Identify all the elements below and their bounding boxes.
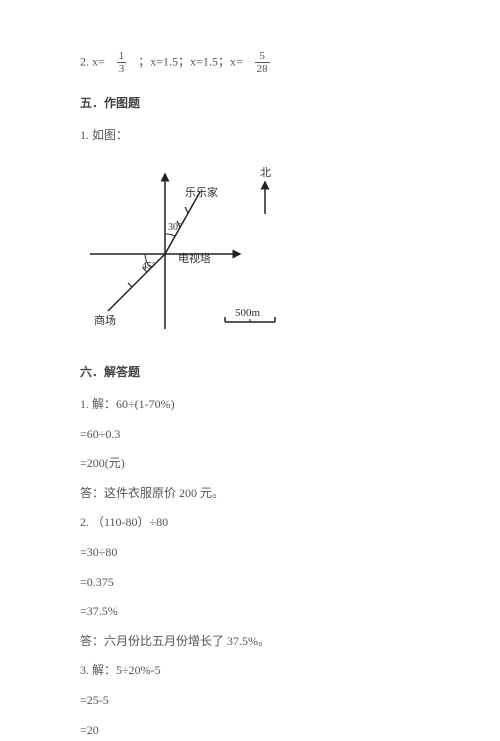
answer-line: =0.375: [80, 572, 420, 594]
answer-line: 答：这件衣服原价 200 元。: [80, 483, 420, 505]
q2-prefix: 2. x=: [80, 54, 105, 68]
answer-line: =30÷80: [80, 542, 420, 564]
question-2: 2. x= 1 3 ；x=1.5；x=1.5；x= 5 28: [80, 50, 420, 75]
label-north: 北: [260, 164, 271, 184]
label-45: 45°: [142, 258, 156, 276]
fraction-2: 5 28: [255, 50, 270, 75]
answer-line: =60÷0.3: [80, 424, 420, 446]
section-6-title: 六．解答题: [80, 362, 420, 384]
answer-line: 答：六月份比五月份增长了 37.5%。: [80, 631, 420, 653]
label-30: 30°: [168, 219, 182, 237]
answer-line: 2. （110-80）÷80: [80, 512, 420, 534]
label-mall: 商场: [94, 312, 116, 332]
answer-line: =20: [80, 720, 420, 741]
section-5-title: 五．作图题: [80, 93, 420, 115]
label-tv-tower: 电视塔: [178, 250, 211, 270]
answer-line: 1. 解：60÷(1-70%): [80, 394, 420, 416]
answer-line: =200(元): [80, 453, 420, 475]
answer-line: 3. 解：5÷20%-5: [80, 660, 420, 682]
label-lelejia: 乐乐家: [185, 184, 218, 204]
answer-line: =25-5: [80, 690, 420, 712]
answer-line: =37.5%: [80, 601, 420, 623]
diagram: 乐乐家 北 30° 电视塔 45° 商场 500m: [80, 154, 280, 344]
q2-mid: ；x=1.5；x=1.5；x=: [138, 54, 242, 68]
fraction-1: 1 3: [117, 50, 127, 75]
label-scale: 500m: [235, 304, 260, 324]
q5-1: 1. 如图：: [80, 125, 420, 147]
